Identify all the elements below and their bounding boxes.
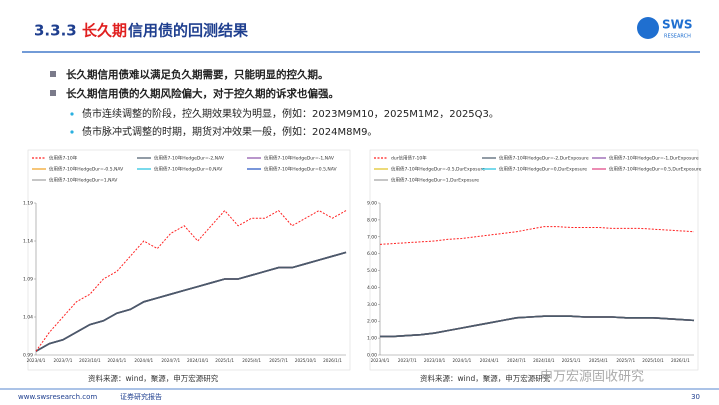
y-tick-label: 0.99 (23, 353, 33, 359)
page-number: 30 (691, 393, 700, 401)
sub-bullet: 债市连续调整的阶段，控久期效果较为明显，例如：2023M9M10，2025M1M… (82, 107, 499, 120)
footer-site: www.swsresearch.com (18, 393, 97, 401)
watermark: 申万宏源固收研究 (540, 370, 644, 385)
series-line (35, 209, 347, 352)
y-tick-label: 1.19 (23, 201, 33, 207)
y-tick-label: 4.00 (367, 285, 377, 291)
x-tick-label: 2024/1/1 (453, 358, 472, 363)
logo: SWS (662, 18, 693, 32)
x-tick-label: 2023/7/1 (54, 358, 73, 363)
x-tick-label: 2024/4/1 (134, 358, 153, 363)
y-tick-label: 9.00 (367, 201, 377, 207)
legend-label: 信用债7-10年HedgeDur=1,NAV (49, 177, 118, 184)
series-line (380, 315, 695, 338)
y-tick-label: 8.00 (367, 217, 377, 223)
y-tick-label: 7.00 (367, 234, 377, 240)
x-tick-label: 2025/1/1 (215, 358, 234, 363)
bullet: 长久期信用债的久期风险偏大，对于控久期的诉求也偏强。 (66, 87, 339, 100)
series-line (379, 226, 695, 245)
legend-label: 信用债7-10年HedgeDur=-0.5,DurExposure (391, 166, 485, 173)
y-tick-label: 1.14 (23, 239, 33, 245)
bullet-marker (50, 71, 56, 77)
sub-bullet: 债市脉冲式调整的时期，期货对冲效果一般，例如：2024M8M9。 (82, 125, 377, 138)
x-tick-label: 2025/4/1 (242, 358, 261, 363)
legend-label: 信用债7-10年HedgeDur=0,DurExposure (499, 166, 587, 173)
x-tick-label: 2025/7/1 (269, 358, 288, 363)
section-number: 3.3.3 (34, 22, 77, 40)
x-tick-label: 2024/10/1 (533, 358, 555, 363)
x-tick-label: 2024/7/1 (161, 358, 180, 363)
x-tick-label: 2025/10/1 (295, 358, 317, 363)
x-tick-label: 2026/1/1 (323, 358, 342, 363)
x-tick-label: 2025/7/1 (616, 358, 635, 363)
chart-frame (27, 149, 351, 371)
x-tick-label: 2024/7/1 (507, 358, 526, 363)
y-tick-label: 5.00 (367, 268, 377, 274)
legend-label: dur信用债7-10年 (391, 155, 427, 162)
y-tick-label: 1.09 (23, 277, 33, 283)
x-tick-label: 2024/10/1 (187, 358, 209, 363)
legend-label: 信用债7-10年HedgeDur=-1,DurExposure (609, 155, 699, 162)
sub-bullet-marker (70, 130, 74, 134)
bullet: 长久期信用债难以满足负久期需要，只能明显的控久期。 (66, 68, 329, 81)
bullet-marker (50, 90, 56, 96)
legend-label: 信用债7-10年HedgeDur=1,DurExposure (391, 177, 479, 184)
x-tick-label: 2024/1/1 (107, 358, 126, 363)
legend-label: 信用债7-10年HedgeDur=0.5,NAV (264, 166, 338, 173)
footer-label: 证券研究报告 (120, 392, 162, 401)
x-tick-label: 2025/10/1 (642, 358, 664, 363)
x-tick-label: 2023/7/1 (398, 358, 417, 363)
y-tick-label: 1.04 (23, 315, 33, 321)
title-red: 长久期 (82, 22, 127, 40)
source: 资料来源：wind，聚源，申万宏源研究 (88, 373, 219, 383)
legend-label: 信用债7-10年HedgeDur=-0.5,NAV (49, 166, 124, 173)
legend-label: 信用债7-10年 (49, 155, 78, 162)
x-tick-label: 2026/1/1 (671, 358, 690, 363)
sub-bullet-marker (70, 112, 74, 116)
logo-sub: RESEARCH (664, 34, 691, 40)
y-tick-label: 6.00 (367, 251, 377, 257)
x-tick-label: 2023/10/1 (424, 358, 446, 363)
x-tick-label: 2023/4/1 (371, 358, 390, 363)
y-tick-label: 2.00 (367, 319, 377, 325)
x-tick-label: 2024/4/1 (480, 358, 499, 363)
y-tick-label: 1.00 (367, 336, 377, 342)
x-tick-label: 2023/4/1 (27, 358, 46, 363)
title: 信用债的回测结果 (128, 22, 249, 40)
legend-label: 信用债7-10年HedgeDur=0.5,DurExposure (609, 166, 702, 173)
source: 资料来源：wind，聚源，申万宏源研究 (420, 373, 551, 383)
chart-frame (369, 149, 699, 371)
x-tick-label: 2023/10/1 (79, 358, 101, 363)
legend-label: 信用债7-10年HedgeDur=-2,NAV (154, 155, 225, 162)
x-tick-label: 2025/1/1 (562, 358, 581, 363)
y-tick-label: 0.00 (367, 353, 377, 359)
legend-label: 信用债7-10年HedgeDur=0,NAV (154, 166, 223, 173)
series-line (35, 251, 347, 352)
legend-label: 信用债7-10年HedgeDur=-2,DurExposure (499, 155, 589, 162)
legend-label: 信用债7-10年HedgeDur=-1,NAV (264, 155, 335, 162)
y-tick-label: 3.00 (367, 302, 377, 308)
x-tick-label: 2025/4/1 (589, 358, 608, 363)
logo-icon (637, 17, 659, 39)
